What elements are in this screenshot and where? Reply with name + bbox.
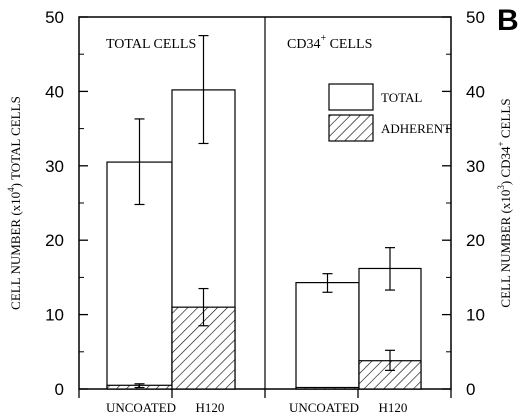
y-tick-label-left: 30 xyxy=(45,157,64,176)
legend-label-adherent: ADHERENT xyxy=(381,121,451,136)
bar-adherent xyxy=(295,386,360,390)
y-axis-title-right: CELL NUMBER (x103) CD34+ CELLS xyxy=(496,98,513,307)
y-axis-title-left: CELL NUMBER (x104) TOTAL CELLS xyxy=(6,96,23,310)
x-category-label: H120 xyxy=(379,400,408,415)
bars-layer xyxy=(106,89,422,390)
y-tick-label-left: 50 xyxy=(45,8,64,27)
y-tick-label-right: 0 xyxy=(466,380,475,399)
x-category-labels: UNCOATED H120 UNCOATED H120 xyxy=(78,389,452,415)
x-category-label: UNCOATED xyxy=(289,400,359,415)
panel-title-left: TOTAL CELLS xyxy=(106,37,196,52)
y-tick-label-right: 20 xyxy=(466,231,485,250)
y-tick-label-left: 40 xyxy=(45,82,64,101)
bar-total xyxy=(295,282,360,390)
y-tick-label-left: 0 xyxy=(55,380,64,399)
panel-title-right: CD34+ CELLS xyxy=(287,33,372,52)
legend-label-total: TOTAL xyxy=(381,90,422,105)
right-y-axis: 0 10 20 30 40 50 xyxy=(442,8,485,399)
panel-letter: B xyxy=(497,4,519,37)
y-tick-label-right: 10 xyxy=(466,306,485,325)
legend-swatch-adherent xyxy=(328,114,374,142)
y-tick-label-right: 40 xyxy=(466,82,485,101)
y-tick-label-right: 50 xyxy=(466,8,485,27)
left-y-axis: 0 10 20 30 40 50 xyxy=(45,8,88,399)
x-category-label: H120 xyxy=(196,400,225,415)
x-category-label: UNCOATED xyxy=(106,400,176,415)
y-tick-label-left: 20 xyxy=(45,231,64,250)
error-bars-layer xyxy=(134,34,395,389)
legend-swatch-total xyxy=(328,83,374,111)
y-tick-label-right: 30 xyxy=(466,157,485,176)
y-tick-label-left: 10 xyxy=(45,306,64,325)
legend: TOTAL ADHERENT xyxy=(328,83,451,142)
